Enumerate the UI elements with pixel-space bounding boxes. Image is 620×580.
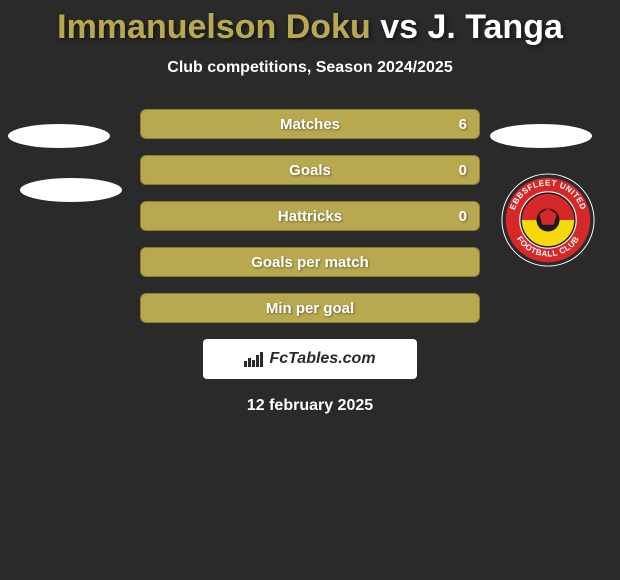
subtitle: Club competitions, Season 2024/2025 <box>0 59 620 77</box>
fctables-logo: FcTables.com <box>203 339 417 379</box>
stat-bar-matches: Matches 6 <box>140 109 480 139</box>
page-title: Immanuelson Doku vs J. Tanga <box>0 0 620 47</box>
stat-bar-goals: Goals 0 <box>140 155 480 185</box>
club-badge: EBBSFLEET UNITED FOOTBALL CLUB <box>500 172 596 268</box>
date-text: 12 february 2025 <box>0 397 620 415</box>
stat-value-right: 0 <box>459 156 467 186</box>
stat-bar-min-per-goal: Min per goal <box>140 293 480 323</box>
title-player2: J. Tanga <box>427 8 562 46</box>
stats-bars: Matches 6 Goals 0 Hattricks 0 Goals per … <box>140 109 480 323</box>
stat-bar-hattricks: Hattricks 0 <box>140 201 480 231</box>
shadow-ellipse <box>490 124 592 148</box>
logo-text: FcTables.com <box>269 350 375 368</box>
stat-label: Matches <box>280 116 340 133</box>
stat-value-right: 0 <box>459 202 467 232</box>
bar-chart-icon <box>244 352 263 367</box>
stat-bar-goals-per-match: Goals per match <box>140 247 480 277</box>
title-player1: Immanuelson Doku <box>57 8 371 46</box>
stat-label: Hattricks <box>278 208 342 225</box>
stat-value-right: 6 <box>459 110 467 140</box>
stat-label: Goals <box>289 162 331 179</box>
shadow-ellipse <box>8 124 110 148</box>
title-vs: vs <box>380 8 418 46</box>
stat-label: Goals per match <box>251 254 369 271</box>
shadow-ellipse <box>20 178 122 202</box>
stat-label: Min per goal <box>266 300 354 317</box>
